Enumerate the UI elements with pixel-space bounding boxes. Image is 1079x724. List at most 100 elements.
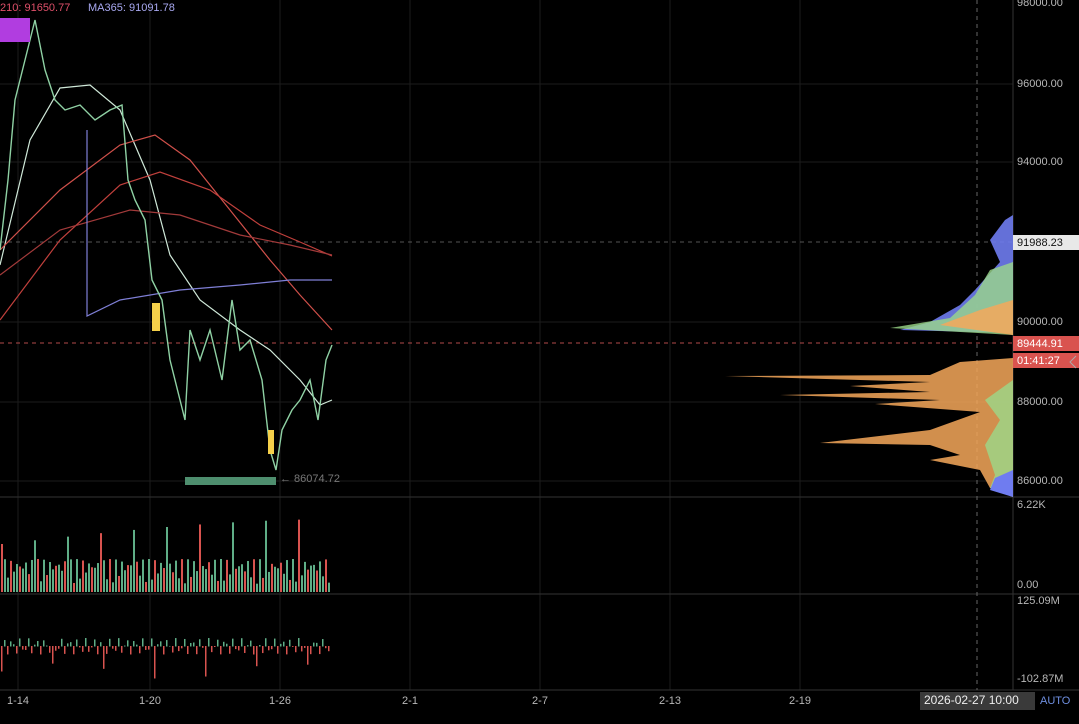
- volume-bar: [175, 560, 177, 592]
- volume-bar: [58, 564, 60, 592]
- legend-ma365: MA365: 91091.78: [88, 2, 175, 14]
- oscillator-bar: [52, 646, 54, 664]
- oscillator-bar: [193, 642, 195, 647]
- oscillator-bar: [301, 646, 303, 652]
- volume-bar: [73, 582, 75, 592]
- volume-bar: [40, 581, 42, 592]
- oscillator-bar: [220, 646, 222, 655]
- moving-averages: [0, 84, 333, 406]
- ma-210: [0, 209, 333, 276]
- oscillator-bar: [307, 646, 309, 665]
- last-tag: [1013, 336, 1079, 351]
- volume-bar: [178, 578, 180, 592]
- oscillator-bar: [166, 640, 168, 647]
- oscillator-bar: [136, 644, 138, 647]
- oscillator-bar: [124, 645, 126, 647]
- oscillator-bar: [208, 638, 210, 647]
- volume-bar: [88, 563, 90, 592]
- price-label: 86000.00: [1017, 475, 1063, 487]
- volume-bar: [193, 561, 195, 592]
- volume-bar: [121, 561, 123, 592]
- volume-bar: [145, 581, 147, 592]
- oscillator-bar: [232, 638, 234, 647]
- oscillator-bar: [319, 646, 321, 655]
- volume-bar: [49, 562, 51, 592]
- profile-lower-blue: [990, 470, 1013, 497]
- volume-bar: [277, 568, 279, 592]
- volume-bar: [142, 559, 144, 592]
- volume-bar: [136, 561, 138, 592]
- volume-bar: [187, 559, 189, 592]
- oscillator-bar: [256, 646, 258, 667]
- ma-medium: [0, 134, 333, 331]
- volume-bar: [202, 566, 204, 592]
- volume-bar: [214, 559, 216, 592]
- oscillator-bar: [268, 646, 270, 651]
- oscillator-bar: [202, 646, 204, 648]
- volume-bar: [226, 559, 228, 592]
- volume-bar: [211, 574, 213, 592]
- volume-bar: [313, 564, 315, 592]
- volume-bar: [64, 561, 66, 592]
- oscillator-bar: [163, 646, 165, 655]
- profile-upper-orange: [940, 300, 1013, 335]
- oscillator-bar: [196, 646, 198, 655]
- grid: [0, 0, 1079, 691]
- oscillator-bar: [247, 645, 249, 647]
- oscillator-bar: [187, 646, 189, 655]
- oscillator-bar: [172, 646, 174, 653]
- marker-green: [185, 477, 276, 485]
- oscillator-bar: [184, 638, 186, 647]
- volume-bar: [190, 576, 192, 592]
- oscillator-bar: [82, 646, 84, 652]
- ma-365: [86, 130, 332, 317]
- oscillator-bar: [49, 646, 51, 653]
- oscillator-bar: [127, 640, 129, 647]
- volume-label: 0.00: [1017, 579, 1038, 591]
- indicator-label: -102.87M: [1017, 673, 1063, 685]
- volume-bar: [244, 571, 246, 592]
- volume-bar: [31, 559, 33, 592]
- oscillator-bar: [61, 638, 63, 647]
- oscillator-bar: [55, 646, 57, 651]
- marker-yellow: [268, 430, 274, 454]
- date-label: 2-7: [532, 695, 548, 707]
- oscillator-bar: [226, 643, 228, 647]
- oscillator-bar: [154, 646, 156, 679]
- oscillator-bar: [25, 646, 27, 650]
- volume-bar: [34, 540, 36, 592]
- volume-bar: [235, 568, 237, 592]
- volume-bar: [238, 566, 240, 592]
- volume-bar: [28, 574, 30, 592]
- volume-bar: [43, 559, 45, 592]
- volume-bar: [298, 519, 300, 592]
- oscillator-bar: [94, 639, 96, 647]
- scale-mode[interactable]: AUTO: [1040, 695, 1071, 707]
- oscillator-bar: [211, 646, 213, 653]
- date-label: 2-1: [402, 695, 418, 707]
- volume-bar: [253, 559, 255, 592]
- oscillator-bar: [157, 644, 159, 647]
- volume-bar: [61, 570, 63, 592]
- oscillator-bar: [298, 638, 300, 647]
- price-candles: [0, 19, 333, 471]
- volume-bar: [100, 533, 102, 592]
- oscillator-bar: [238, 646, 240, 651]
- ma-long: [0, 171, 333, 321]
- oscillator-bar: [115, 646, 117, 651]
- oscillator-bar: [100, 642, 102, 647]
- marker-yellow: [152, 303, 160, 331]
- volume-bar: [223, 580, 225, 592]
- volume-bar: [196, 571, 198, 592]
- collapse-arrow[interactable]: [1069, 355, 1077, 369]
- volume-bar: [103, 560, 105, 592]
- oscillator-bar: [103, 646, 105, 669]
- volume-bar: [325, 559, 327, 592]
- oscillator-bar: [40, 646, 42, 655]
- oscillator-bar: [235, 646, 237, 650]
- volume-bar: [109, 559, 111, 592]
- oscillator-bar: [229, 646, 231, 654]
- oscillator-bar: [328, 646, 330, 652]
- oscillator-bar: [262, 646, 264, 654]
